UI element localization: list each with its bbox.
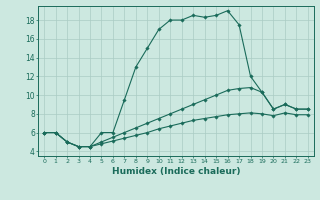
X-axis label: Humidex (Indice chaleur): Humidex (Indice chaleur) — [112, 167, 240, 176]
